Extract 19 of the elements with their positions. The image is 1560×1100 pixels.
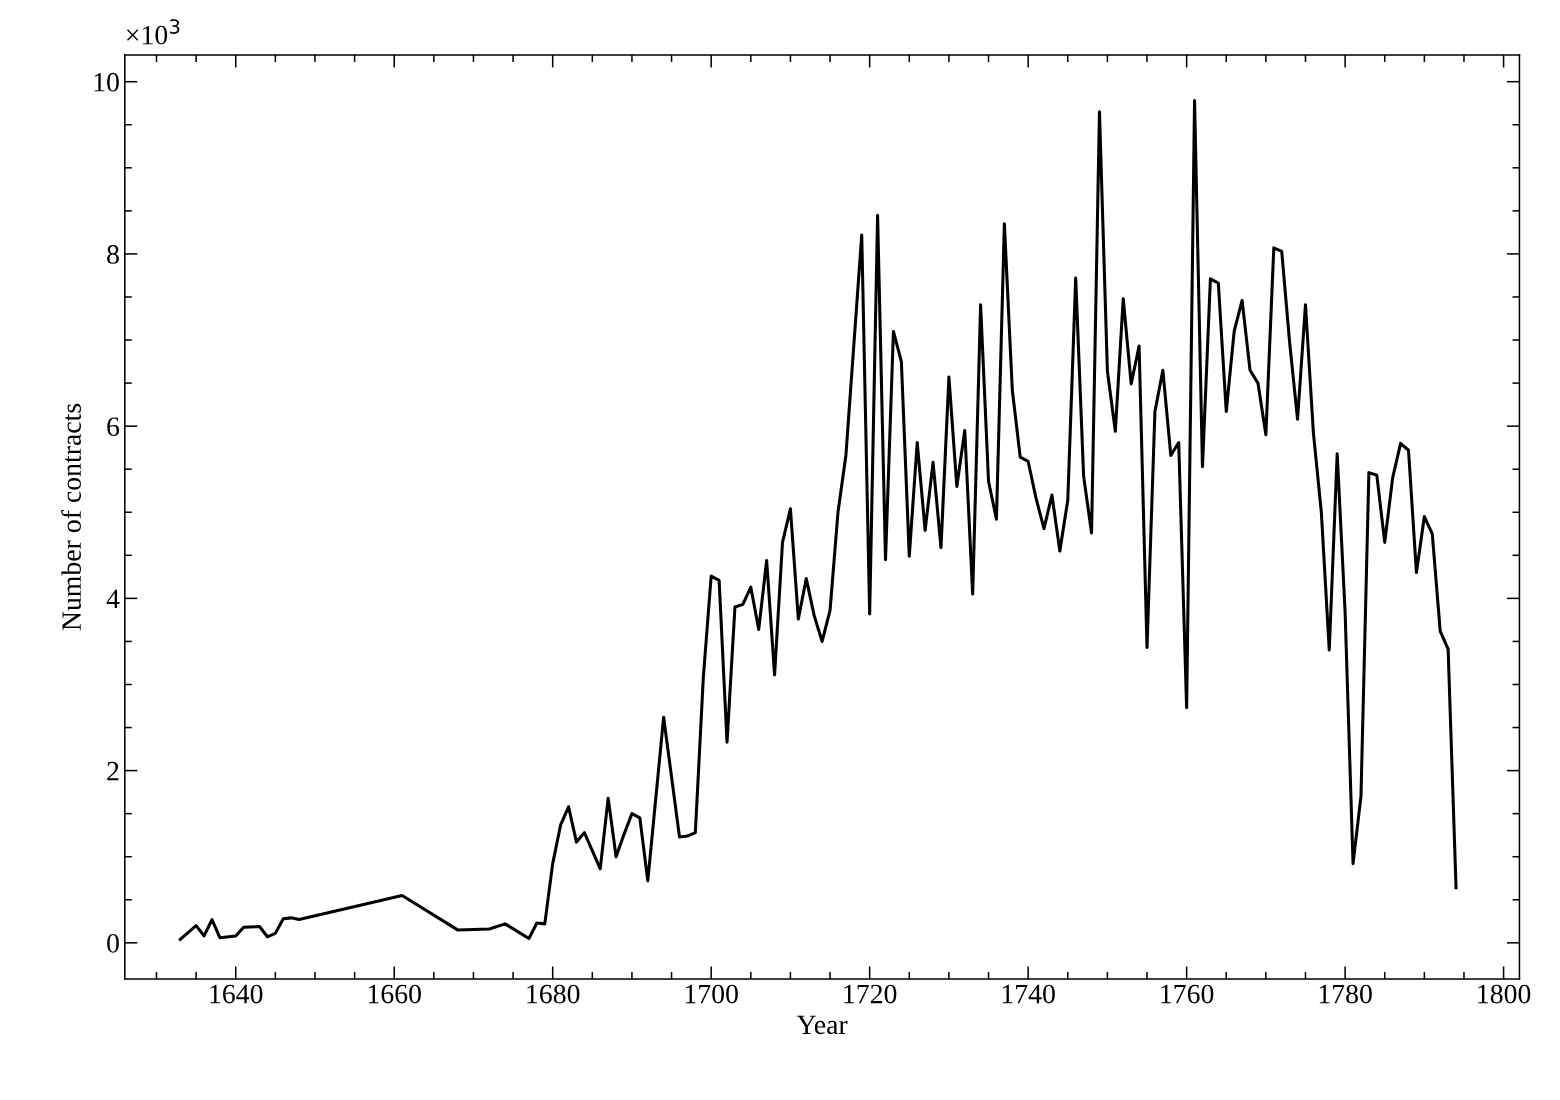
y-tick-label: 6 [107, 417, 120, 437]
x-axis-title: Year [796, 1015, 848, 1035]
y-tick-label: 2 [107, 761, 119, 781]
y-axis-title: Number of contracts [61, 403, 81, 631]
x-tick-label: 1780 [1319, 984, 1372, 1004]
x-tick-label: 1660 [368, 984, 421, 1004]
x-tick-label: 1680 [527, 984, 580, 1004]
x-tick-label: 1640 [210, 984, 263, 1004]
y-tick-label: 0 [107, 934, 119, 953]
y-tick-label: 8 [107, 245, 119, 264]
x-tick-label: 1740 [1002, 984, 1055, 1004]
y-tick-label: 4 [106, 589, 120, 609]
x-tick-label: 1720 [844, 984, 897, 1004]
y-tick-label: 10 [94, 72, 119, 92]
text: ×10$^{3}$ [127, 19, 180, 45]
x-tick-label: 1800 [1478, 984, 1531, 1004]
x-tick-label: 1700 [685, 984, 738, 1004]
line-series [178, 99, 1458, 941]
x-tick-label: 1760 [1161, 984, 1214, 1004]
